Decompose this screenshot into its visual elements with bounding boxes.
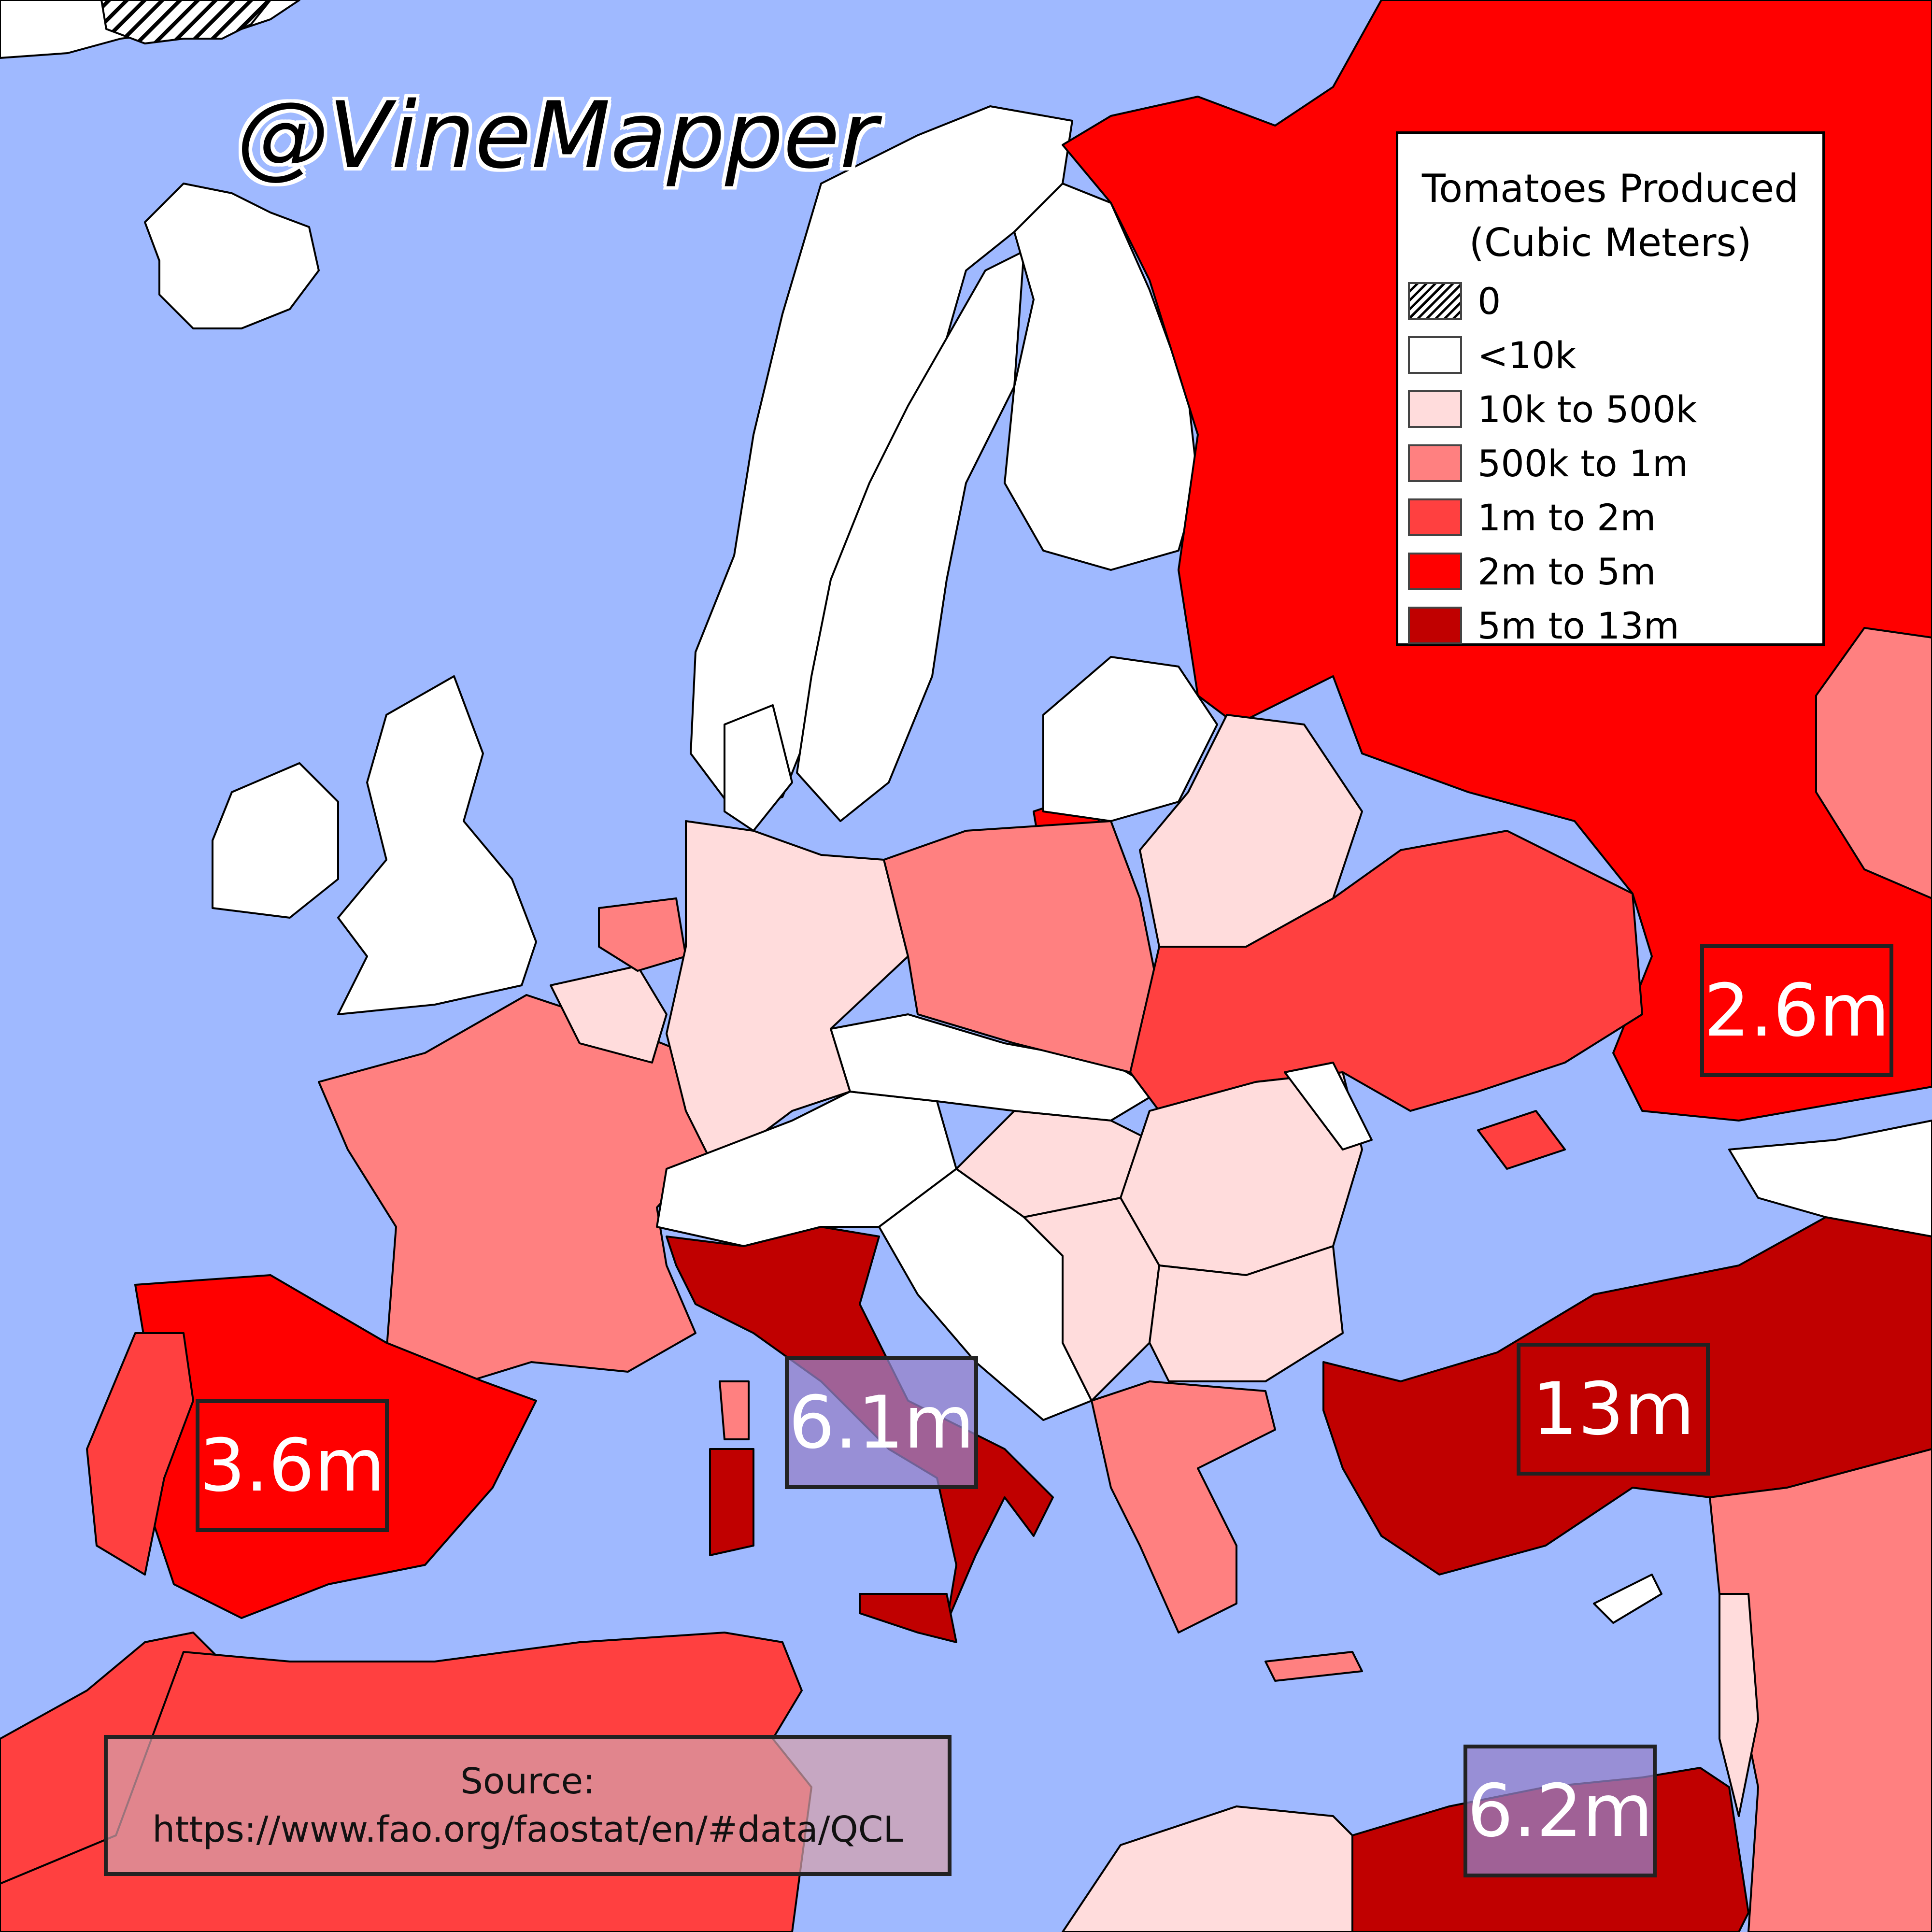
moldova [1284,1062,1373,1151]
source-box: Source: https://www.fao.org/faostat/en/#… [104,1735,952,1876]
legend-label: 500k to 1m [1477,441,1689,485]
callout-egypt: 6.2m [1463,1745,1657,1877]
legend: Tomatoes Produced (Cubic Meters) 0 <10k … [1396,131,1825,647]
legend-swatch [1408,607,1462,644]
ireland [212,762,339,919]
serbia [1023,1197,1160,1402]
legend-swatch [1408,498,1462,536]
greenland [0,0,300,59]
legend-title-line2: (Cubic Meters) [1469,220,1752,265]
corsica [719,1380,750,1440]
legend-label: 1m to 2m [1477,496,1656,539]
legend-item: 500k to 1m [1408,436,1697,490]
legend-item: 10k to 500k [1408,382,1697,436]
source-label: Source: [460,1761,596,1802]
baltics [1042,656,1218,822]
sardinia [709,1448,754,1556]
kazakhstan [1815,627,1932,899]
source-url[interactable]: https://www.fao.org/faostat/en/#data/QCL [152,1809,903,1850]
legend-items: 0 <10k 10k to 500k 500k to 1m 1m to 2m 2… [1408,274,1697,653]
legend-label: <10k [1477,333,1577,377]
italy [666,1226,1054,1624]
portugal [86,1332,194,1576]
legend-label: 5m to 13m [1477,604,1679,647]
libya [1062,1805,1353,1932]
legend-title: Tomatoes Produced (Cubic Meters) [1398,162,1822,270]
legend-item: 5m to 13m [1408,598,1697,653]
legend-swatch [1408,553,1462,590]
iceland [144,183,320,329]
legend-item: <10k [1408,328,1697,382]
legend-label: 2m to 5m [1477,550,1656,593]
sweden [796,250,1025,822]
legend-swatch [1408,336,1462,374]
benelux [550,965,668,1064]
legend-label: 0 [1477,279,1501,323]
crimea [1477,1110,1566,1170]
callout-turkey: 13m [1517,1343,1710,1476]
legend-title-line1: Tomatoes Produced [1421,166,1799,211]
legend-swatch [1408,444,1462,482]
legend-item: 2m to 5m [1408,544,1697,598]
denmark [724,704,793,832]
israel [1719,1593,1759,1817]
crete [1264,1651,1363,1682]
greece [1091,1380,1276,1634]
legend-swatch [1408,282,1462,320]
bulgaria [1149,1245,1344,1382]
callout-spain: 3.6m [196,1399,389,1532]
united-kingdom [337,675,537,1015]
legend-swatch [1408,390,1462,428]
legend-item: 1m to 2m [1408,490,1697,544]
watermark: @VineMapper [237,82,878,189]
sicily [859,1593,957,1643]
callout-italy: 6.1m [785,1356,978,1489]
cyprus [1593,1574,1662,1624]
legend-label: 10k to 500k [1477,387,1697,431]
czechia-slovakia [830,1013,1160,1122]
callout-russia: 2.6m [1700,944,1893,1077]
caucasus [1728,1120,1932,1237]
netherlands [598,897,687,972]
legend-item: 0 [1408,274,1697,328]
